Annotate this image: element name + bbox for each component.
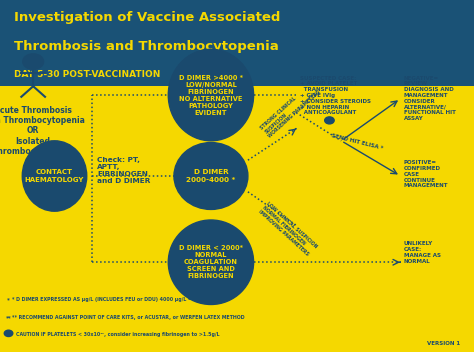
Text: Investigation of Vaccine Associated: Investigation of Vaccine Associated bbox=[14, 11, 281, 24]
Text: ** RECOMMEND AGAINST POINT OF CARE KITS, or ACUSTAR, or WERFEN LATEX METHOD: ** RECOMMEND AGAINST POINT OF CARE KITS,… bbox=[12, 315, 245, 320]
Text: CAUTION IF PLATELETS < 30x10¹ᴸ, consider increasing fibrinogen to >1.5g/L: CAUTION IF PLATELETS < 30x10¹ᴸ, consider… bbox=[16, 332, 220, 337]
Text: **: ** bbox=[6, 315, 11, 320]
Bar bbox=[0, 0, 474, 86]
Ellipse shape bbox=[22, 141, 87, 211]
Text: * D DIMER EXPRESSED AS µg/L (INCLUDES FEU or DDU) 4000 µg/L = 4mg/L: * D DIMER EXPRESSED AS µg/L (INCLUDES FE… bbox=[12, 297, 210, 302]
Circle shape bbox=[325, 117, 334, 124]
Text: *: * bbox=[7, 297, 9, 302]
Text: LOW CLINICAL SUSPICION
NORMAL FIBRINOGEN
IMPROVING PARAMETERS: LOW CLINICAL SUSPICION NORMAL FIBRINOGEN… bbox=[257, 201, 318, 257]
Text: Acute Thrombosis
with Thrombocytopenia
OR
Isolated
Thrombocytopenia: Acute Thrombosis with Thrombocytopenia O… bbox=[0, 106, 85, 156]
Text: D DIMER < 2000*
NORMAL
COAGULATION
SCREEN AND
FIBRINOGEN: D DIMER < 2000* NORMAL COAGULATION SCREE… bbox=[179, 245, 243, 279]
Text: VERSION 1: VERSION 1 bbox=[427, 341, 460, 346]
Text: D DIMER >4000 *
LOW/NORMAL
FIBRINOGEN
NO ALTERNATIVE
PATHOLOGY
EVIDENT: D DIMER >4000 * LOW/NORMAL FIBRINOGEN NO… bbox=[179, 75, 243, 115]
Circle shape bbox=[23, 54, 44, 69]
Ellipse shape bbox=[168, 220, 254, 304]
Text: DAY 5-30 POST-VACCINATION: DAY 5-30 POST-VACCINATION bbox=[14, 70, 161, 80]
Ellipse shape bbox=[174, 143, 248, 209]
Text: CONTACT
HAEMATOLOGY: CONTACT HAEMATOLOGY bbox=[25, 170, 84, 182]
Text: Check: PT,
APTT,
FIBRINOGEN
and D DIMER: Check: PT, APTT, FIBRINOGEN and D DIMER bbox=[97, 157, 151, 184]
Circle shape bbox=[4, 330, 13, 337]
Text: POSITIVE=
CONFIRMED
CASE
CONTINUE
MANAGEMENT: POSITIVE= CONFIRMED CASE CONTINUE MANAGE… bbox=[404, 160, 448, 188]
Text: STRONG CLINICAL
SUSPICION
WORSENING PARAMETERS: STRONG CLINICAL SUSPICION WORSENING PARA… bbox=[260, 81, 321, 139]
Text: SEND HIT ELISA *: SEND HIT ELISA * bbox=[331, 133, 384, 151]
Text: Thrombosis and Thrombocytopenia: Thrombosis and Thrombocytopenia bbox=[14, 40, 279, 54]
Text: D DIMER
2000-4000 *: D DIMER 2000-4000 * bbox=[186, 170, 236, 182]
Ellipse shape bbox=[168, 49, 254, 141]
Text: UNLIKELY
CASE:
MANAGE AS
NORMAL: UNLIKELY CASE: MANAGE AS NORMAL bbox=[404, 241, 441, 264]
Text: NEGATIVE=
REVIEW
DIAGNOSIS AND
MANAGEMENT
CONSIDER
ALTERNATIVE/
FUNCTIONAL HIT
A: NEGATIVE= REVIEW DIAGNOSIS AND MANAGEMEN… bbox=[404, 76, 456, 121]
Text: SUSPECTED CASE:
+ AVOID PLATELET
  TRANSFUSION
+ GIVE IVIg
+ CONSIDER STEROIDS
+: SUSPECTED CASE: + AVOID PLATELET TRANSFU… bbox=[300, 76, 371, 115]
